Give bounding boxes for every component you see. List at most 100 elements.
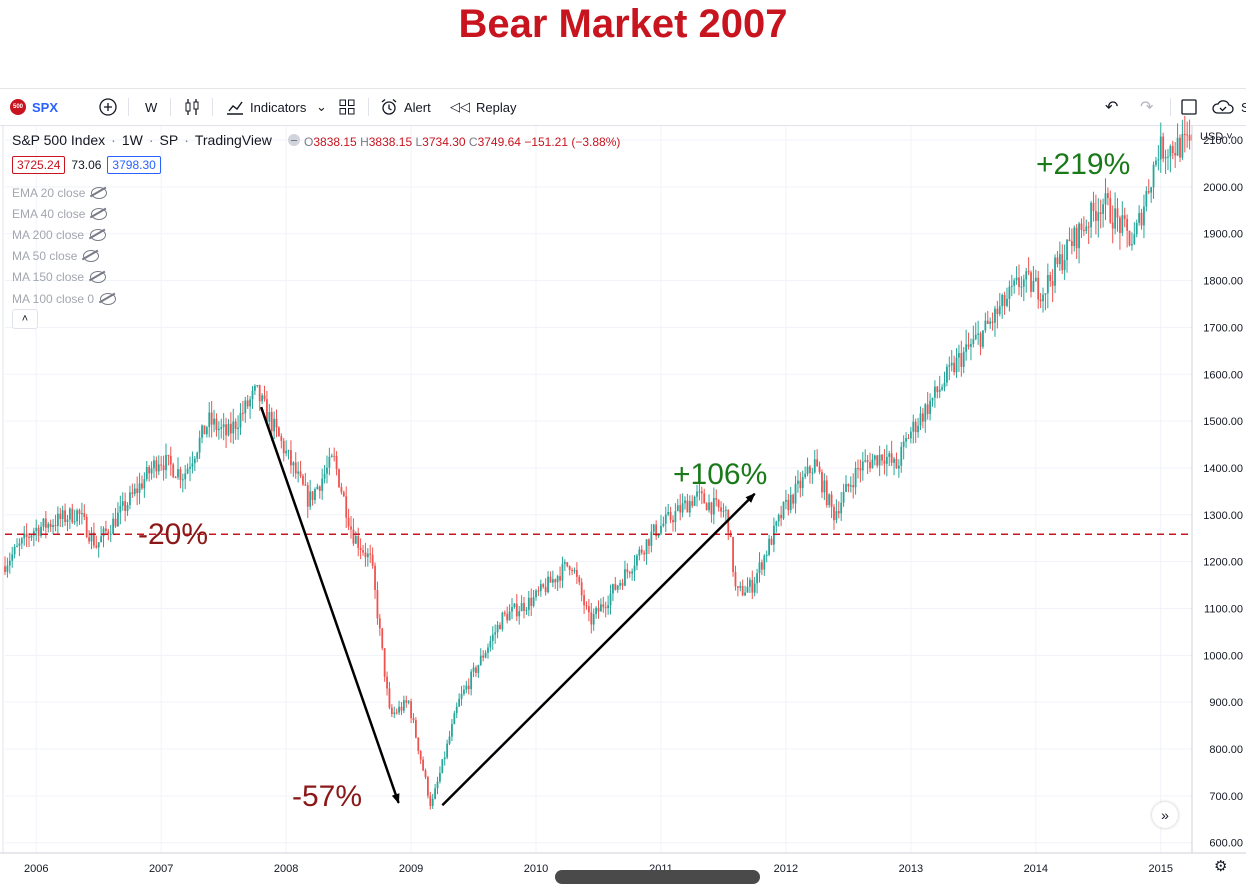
candle-body <box>609 593 612 606</box>
indicator-row[interactable]: EMA 40 close <box>12 203 116 224</box>
candle-body <box>636 555 638 566</box>
candle-body <box>270 411 273 432</box>
candle-body <box>1169 145 1172 157</box>
candle-body <box>263 395 266 400</box>
redo-icon: ↷ <box>1140 99 1154 116</box>
hidden-eye-icon[interactable] <box>100 292 117 305</box>
candle-body <box>859 468 862 471</box>
indicators-button[interactable]: Indicators <box>226 89 306 125</box>
candle-body <box>1066 239 1068 261</box>
candle-body <box>246 400 249 407</box>
candle-body <box>37 527 40 536</box>
candle-body <box>439 772 441 782</box>
candle-body <box>316 486 319 490</box>
candle-body <box>451 724 453 737</box>
candle-body <box>873 455 876 460</box>
y-tick-label: 900.00 <box>1209 697 1243 709</box>
candle-body <box>458 698 461 707</box>
candle-body <box>926 404 929 414</box>
hidden-eye-icon[interactable] <box>91 186 108 199</box>
candle-body <box>628 571 631 574</box>
candle-body <box>278 427 280 437</box>
candle-body <box>1186 134 1189 136</box>
candle-body <box>640 549 643 553</box>
candle-body <box>864 460 867 462</box>
undo-button[interactable]: ↶ <box>1105 89 1118 125</box>
indicator-row[interactable]: MA 200 close <box>12 224 116 245</box>
candle-body <box>989 321 992 324</box>
candle-body <box>359 547 362 551</box>
candle-body <box>177 469 179 478</box>
candle-body <box>136 488 139 493</box>
hidden-eye-icon[interactable] <box>90 228 107 241</box>
candle-body <box>395 712 398 714</box>
candle-body <box>883 460 886 464</box>
buy-price[interactable]: 3798.30 <box>107 156 161 174</box>
candle-body <box>938 389 941 392</box>
legend-name: S&P 500 Index <box>12 132 106 148</box>
candle-body <box>607 605 610 609</box>
candle-body <box>691 501 694 506</box>
candle-body <box>840 502 843 514</box>
candle-body <box>292 462 295 466</box>
indicator-row[interactable]: MA 150 close <box>12 267 116 288</box>
compare-symbol-button[interactable] <box>98 89 118 125</box>
redo-button[interactable]: ↷ <box>1140 89 1153 125</box>
candle-body <box>633 565 636 572</box>
price-axis: 600.00 700.00 800.00 900.00 1000.00 1100.00 12… <box>1191 126 1246 853</box>
symbol-selector[interactable]: 500 SPX <box>10 89 58 125</box>
candle-body <box>503 612 506 614</box>
candle-body <box>484 652 487 658</box>
indicator-row[interactable]: MA 50 close <box>12 246 116 267</box>
candle-body <box>138 483 141 493</box>
candle-body <box>239 412 242 428</box>
candle-body <box>518 611 521 617</box>
candle-body <box>371 554 374 566</box>
interval-button[interactable]: W <box>145 89 157 125</box>
candle-body <box>145 467 148 480</box>
candle-body <box>345 496 348 518</box>
candle-body <box>1167 156 1169 158</box>
rewind-icon: ◁◁ <box>450 99 470 114</box>
indicator-row[interactable]: EMA 20 close <box>12 182 116 203</box>
settings-gear-icon[interactable]: ⚙ <box>1214 858 1228 875</box>
candle-body <box>833 506 835 521</box>
currency-selector[interactable]: USD ˅ <box>1200 131 1233 143</box>
save-button[interactable]: S <box>1211 89 1246 125</box>
collapse-legend-button[interactable]: ˄ <box>12 309 38 329</box>
hidden-eye-icon[interactable] <box>83 250 100 263</box>
minus-icon[interactable] <box>287 134 300 146</box>
candle-body <box>465 685 468 690</box>
candle-body <box>648 539 650 546</box>
indicators-dropdown[interactable]: ⌄ <box>316 89 327 125</box>
close-value: 3749.64 <box>477 135 521 149</box>
candle-body <box>967 344 970 347</box>
hidden-eye-icon[interactable] <box>90 271 107 284</box>
candle-body <box>662 523 665 526</box>
square-icon <box>1181 99 1197 115</box>
scroll-to-realtime-button[interactable]: » <box>1152 802 1178 828</box>
candle-body <box>1061 254 1064 271</box>
indicator-row[interactable]: MA 100 close 0 <box>12 288 117 309</box>
candle-body <box>198 437 201 453</box>
chart-type-button[interactable] <box>184 89 200 125</box>
alert-button[interactable]: Alert <box>380 89 431 125</box>
candle-body <box>1138 212 1141 223</box>
sell-price[interactable]: 3725.24 <box>12 156 66 174</box>
candle-body <box>619 583 622 586</box>
candle-body <box>698 491 701 493</box>
percent-annotation: -20% <box>138 518 208 551</box>
hidden-eye-icon[interactable] <box>91 207 108 220</box>
candle-body <box>499 624 501 630</box>
candle-body <box>338 469 340 488</box>
layout-button[interactable] <box>339 89 355 125</box>
replay-button[interactable]: ◁◁ Replay <box>450 89 516 125</box>
indicator-label: EMA 40 close <box>12 206 86 221</box>
candle-body <box>30 535 33 538</box>
symbol-label: SPX <box>32 99 59 115</box>
candle-body <box>751 579 754 593</box>
y-tick-label: 700.00 <box>1209 791 1243 803</box>
fullscreen-button[interactable] <box>1181 89 1197 125</box>
video-scrubber[interactable] <box>555 870 760 884</box>
